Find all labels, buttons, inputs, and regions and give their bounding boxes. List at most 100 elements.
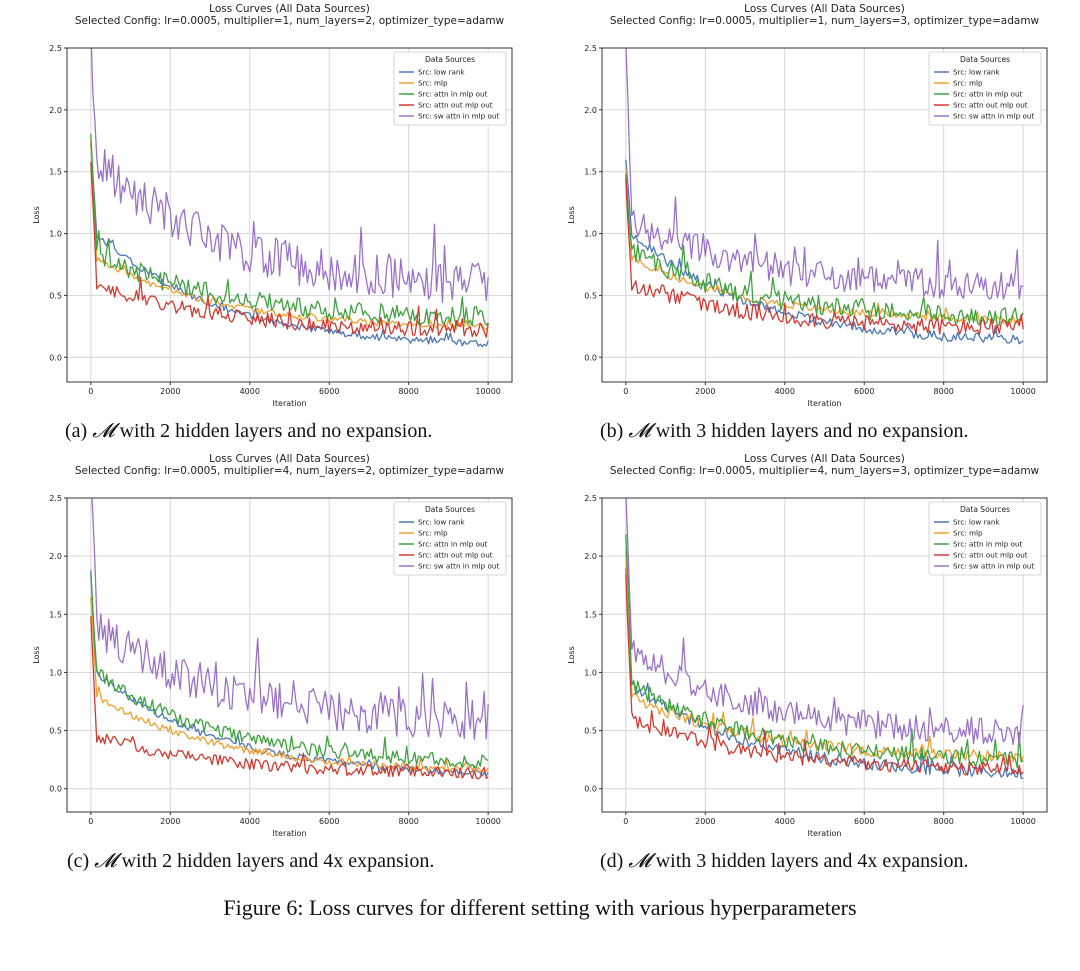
chart-subtitle: Selected Config: lr=0.0005, multiplier=1…	[610, 15, 1040, 27]
caption-c: (c) 𝓜 with 2 hidden layers and 4x expans…	[67, 848, 434, 873]
series-line-sw-attn-in-mlp-out	[625, 498, 1024, 748]
loss-chart-b: Loss Curves (All Data Sources)Selected C…	[567, 3, 1048, 408]
series-line-mlp	[90, 597, 489, 773]
legend-entry: Src: low rank	[418, 68, 465, 77]
legend-entry: Src: attn in mlp out	[418, 90, 488, 99]
legend-entry: Src: attn in mlp out	[953, 540, 1023, 549]
y-tick-label: 2.5	[584, 44, 597, 53]
legend-entry: Src: sw attn in mlp out	[953, 112, 1034, 121]
chart-panel-d: Loss Curves (All Data Sources) Selected C…	[560, 450, 1060, 842]
caption-d: (d) 𝓜 with 3 hidden layers and 4x expans…	[600, 848, 968, 873]
x-tick-label: 8000	[934, 817, 954, 826]
legend-box	[393, 501, 507, 576]
x-tick-label: 0	[88, 817, 93, 826]
x-tick-label: 4000	[240, 817, 260, 826]
x-axis-label: Iteration	[273, 399, 307, 408]
y-tick-label: 2.0	[49, 106, 62, 115]
x-tick-label: 0	[623, 387, 628, 396]
y-tick-label: 1.0	[49, 230, 62, 239]
x-tick-label: 2000	[695, 817, 715, 826]
y-axis-label: Loss	[567, 646, 576, 664]
x-tick-label: 6000	[854, 387, 874, 396]
series-line-attn-in-mlp-out	[625, 174, 1024, 328]
plot-frame	[601, 47, 1048, 383]
x-tick-label: 0	[88, 387, 93, 396]
x-axis-label: Iteration	[808, 399, 842, 408]
caption-b: (b) 𝓜 with 3 hidden layers and no expans…	[600, 418, 968, 443]
legend-title: Data Sources	[425, 505, 475, 514]
chart-title: Loss Curves (All Data Sources)	[209, 3, 370, 15]
series-line-attn-out-mlp-out	[90, 162, 489, 338]
x-tick-label: 0	[623, 817, 628, 826]
x-tick-label: 10000	[475, 387, 500, 396]
loss-chart-c: Loss Curves (All Data Sources)Selected C…	[32, 453, 513, 838]
series-line-sw-attn-in-mlp-out	[625, 48, 1024, 300]
series-line-attn-in-mlp-out	[90, 573, 489, 768]
x-tick-label: 6000	[319, 387, 339, 396]
caption-label: (b)	[600, 420, 624, 442]
x-tick-label: 10000	[1010, 387, 1035, 396]
y-axis-label: Loss	[32, 646, 41, 664]
chart-panel-c: Loss Curves (All Data Sources) Selected C…	[25, 450, 525, 842]
caption-label: (c)	[67, 850, 90, 872]
x-axis-label: Iteration	[273, 829, 307, 838]
legend-entry: Src: attn out mlp out	[953, 551, 1028, 560]
legend-entry: Src: sw attn in mlp out	[418, 562, 499, 571]
legend-box	[928, 501, 1042, 576]
caption-label: (a)	[65, 420, 88, 442]
y-tick-label: 1.5	[49, 610, 62, 619]
caption-a: (a) 𝓜 with 2 hidden layers and no expans…	[65, 418, 432, 443]
plot-frame	[601, 497, 1048, 813]
plot-frame	[66, 497, 513, 813]
y-axis-label: Loss	[567, 206, 576, 224]
chart-panel-a: Loss Curves (All Data Sources) Selected C…	[25, 0, 525, 412]
y-tick-label: 0.0	[584, 785, 597, 794]
legend-entry: Src: attn in mlp out	[418, 540, 488, 549]
legend-entry: Src: attn out mlp out	[418, 551, 493, 560]
legend-title: Data Sources	[960, 55, 1010, 64]
legend: Data Sources Src: low rank Src: mlp Src: at…	[393, 51, 507, 126]
plot-frame	[66, 47, 513, 383]
series-line-mlp	[625, 168, 1024, 324]
legend-entry: Src: attn out mlp out	[953, 101, 1028, 110]
x-tick-label: 2000	[695, 387, 715, 396]
y-tick-label: 0.5	[49, 727, 62, 736]
caption-text: with 3 hidden layers and no expansion.	[655, 420, 969, 442]
legend-entry: Src: sw attn in mlp out	[418, 112, 499, 121]
x-axis-label: Iteration	[808, 829, 842, 838]
caption-text: with 2 hidden layers and 4x expansion.	[121, 850, 435, 872]
x-tick-label: 6000	[319, 817, 339, 826]
x-tick-label: 4000	[775, 387, 795, 396]
caption-text: with 2 hidden layers and no expansion.	[119, 420, 433, 442]
series-line-attn-in-mlp-out	[625, 534, 1024, 769]
series-line-attn-out-mlp-out	[625, 574, 1024, 776]
y-tick-label: 0.5	[584, 727, 597, 736]
y-tick-label: 1.5	[584, 168, 597, 177]
x-tick-label: 4000	[240, 387, 260, 396]
legend-title: Data Sources	[425, 55, 475, 64]
x-tick-label: 8000	[399, 817, 419, 826]
y-tick-label: 2.0	[49, 552, 62, 561]
x-tick-label: 6000	[854, 817, 874, 826]
y-tick-label: 2.5	[584, 494, 597, 503]
legend-box	[928, 51, 1042, 126]
chart-subtitle: Selected Config: lr=0.0005, multiplier=4…	[75, 465, 505, 477]
y-tick-label: 0.0	[49, 785, 62, 794]
series-group	[90, 48, 489, 348]
chart-title: Loss Curves (All Data Sources)	[209, 453, 370, 465]
x-tick-label: 8000	[399, 387, 419, 396]
series-line-low-rank	[90, 143, 489, 348]
chart-title: Loss Curves (All Data Sources)	[744, 453, 905, 465]
chart-subtitle: Selected Config: lr=0.0005, multiplier=4…	[610, 465, 1040, 477]
legend-entry: Src: sw attn in mlp out	[953, 562, 1034, 571]
series-line-low-rank	[90, 570, 489, 777]
y-tick-label: 1.0	[584, 230, 597, 239]
caption-label: (d)	[600, 850, 624, 872]
legend-entry: Src: attn in mlp out	[953, 90, 1023, 99]
legend-entry: Src: mlp	[953, 529, 983, 538]
chart-subtitle: Selected Config: lr=0.0005, multiplier=1…	[75, 15, 505, 27]
y-tick-label: 0.5	[49, 291, 62, 300]
series-line-attn-out-mlp-out	[90, 616, 489, 780]
y-tick-label: 2.5	[49, 44, 62, 53]
y-tick-label: 2.5	[49, 494, 62, 503]
